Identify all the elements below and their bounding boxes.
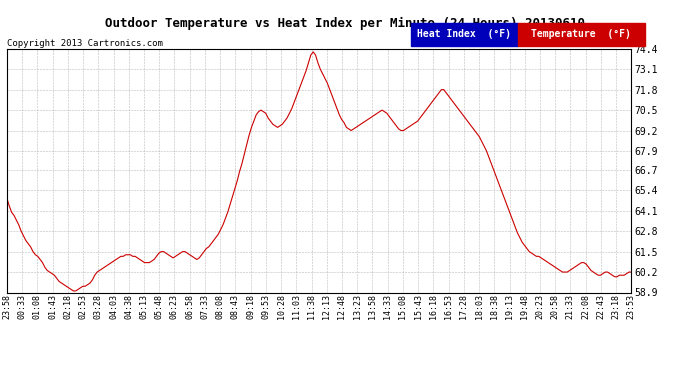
- Text: Copyright 2013 Cartronics.com: Copyright 2013 Cartronics.com: [7, 39, 163, 48]
- Text: Outdoor Temperature vs Heat Index per Minute (24 Hours) 20130610: Outdoor Temperature vs Heat Index per Mi…: [105, 17, 585, 30]
- Text: Heat Index  (°F): Heat Index (°F): [417, 29, 511, 39]
- Text: Temperature  (°F): Temperature (°F): [531, 29, 631, 39]
